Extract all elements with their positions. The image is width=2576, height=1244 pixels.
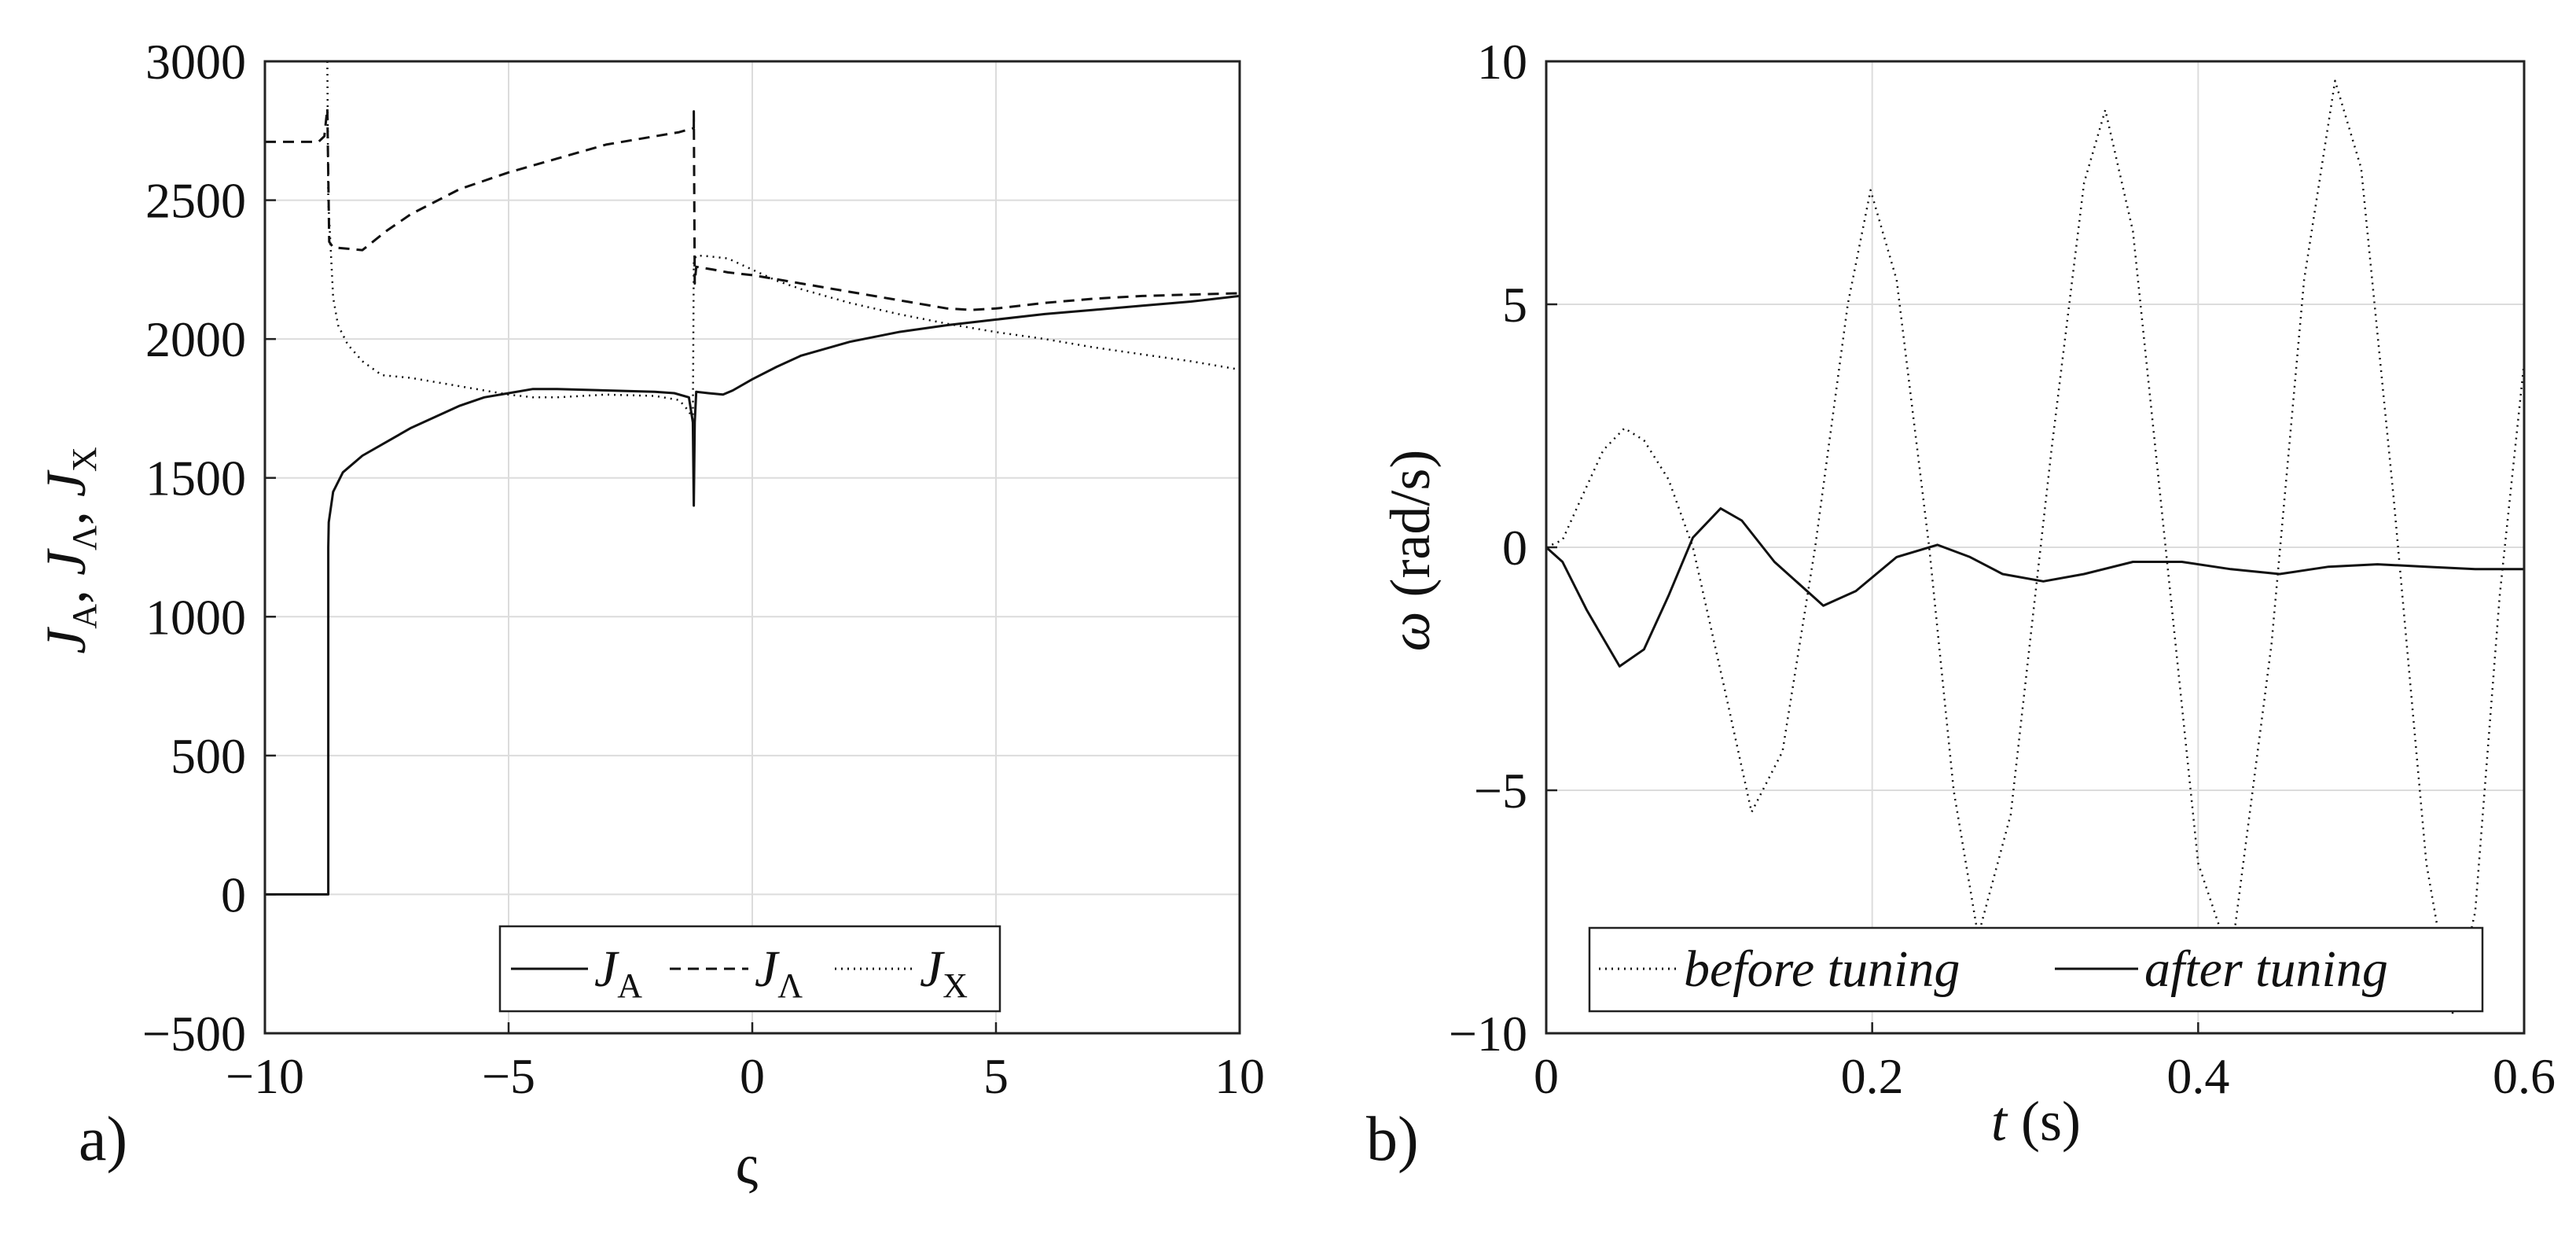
panel-a-x-tick-label: 5: [983, 1048, 1009, 1104]
panel-a-x-tick-label: 10: [1215, 1048, 1265, 1104]
legend-label-jx: JX: [920, 940, 968, 1005]
panel-a-x-tick-label: −10: [226, 1048, 304, 1104]
panel-a-y-tick-label: −500: [142, 1006, 246, 1062]
panel-b-label: b): [1366, 1105, 1419, 1174]
panel-a-series: [265, 61, 1240, 896]
panel-b-x-tick-label: 0.2: [1841, 1048, 1904, 1104]
panel-a-y-tick-label: 1500: [145, 451, 246, 506]
panel-a-series-line-3: [326, 61, 1240, 421]
panel-a-legend-box: [498, 925, 1001, 1013]
panel-a-y-tick-label: 0: [221, 867, 246, 922]
panel-b-axes-box: [1545, 60, 2526, 1035]
panel-b-x-tick-labels: 0 0.2 0.4 0.6: [1534, 1048, 2556, 1104]
panel-a-label: a): [79, 1105, 127, 1174]
panel-a-y-tick-labels: −500 0 500 1000 1500 2000 2500 3000: [142, 34, 246, 1062]
panel-b-y-tick-label: 5: [1502, 277, 1527, 333]
panel-b-legend: before tuning after tuning: [1588, 926, 2484, 1013]
panel-a-x-tick-label: −5: [482, 1048, 535, 1104]
panel-a-axes-box: [263, 60, 1241, 1035]
panel-b-x-axis-label: t (s): [1991, 1090, 2081, 1153]
panel-a-y-tick-label: 2000: [145, 311, 246, 367]
panel-b-y-tick-label: −5: [1474, 763, 1527, 819]
panel-a-x-tick-label: 0: [740, 1048, 765, 1104]
panel-a-y-tick-label: 2500: [145, 173, 246, 229]
panel-a-x-axis-label: ς: [736, 1133, 759, 1196]
legend-label-before-tuning: before tuning: [1684, 940, 1960, 998]
panel-a-y-tick-label: 3000: [145, 34, 246, 90]
panel-b-series-line-1: [1546, 79, 2524, 1015]
panel-b-y-tick-label: −10: [1449, 1006, 1527, 1062]
legend-label-ja: JA: [594, 940, 642, 1005]
panel-a-y-axis-label: JA, JΛ, JX: [35, 447, 104, 653]
panel-a-series-line-2: [265, 107, 1240, 311]
panel-a-legend: JA JΛ JX: [498, 925, 1001, 1013]
panel-b-x-tick-label: 0: [1534, 1048, 1559, 1104]
panel-b-y-axis-label: ω (rad/s): [1379, 450, 1442, 652]
legend-label-jlambda: JΛ: [755, 940, 803, 1005]
panel-b-legend-box: [1588, 926, 2484, 1013]
panel-b-y-tick-labels: −10 −5 0 5 10: [1449, 34, 1527, 1062]
panel-b-y-tick-label: 0: [1502, 520, 1527, 576]
panel-b-series-line-2: [1546, 507, 2524, 668]
legend-label-after-tuning: after tuning: [2144, 940, 2388, 998]
panel-b-y-tick-label: 10: [1477, 34, 1527, 90]
panel-a-y-tick-label: 1000: [145, 589, 246, 645]
panel-a-chart: −10 −5 0 5 10 −500 0 500 1000 1500 2000 2500 3000 ς…: [35, 34, 1265, 1196]
panel-b-series: [1546, 79, 2524, 1015]
panel-a-y-tick-label: 500: [171, 728, 246, 784]
panel-a-x-tick-labels: −10 −5 0 5 10: [226, 1048, 1265, 1104]
panel-a-series-line-1: [265, 294, 1240, 896]
panel-b-x-tick-label: 0.6: [2493, 1048, 2556, 1104]
panel-b-x-tick-label: 0.4: [2166, 1048, 2229, 1104]
